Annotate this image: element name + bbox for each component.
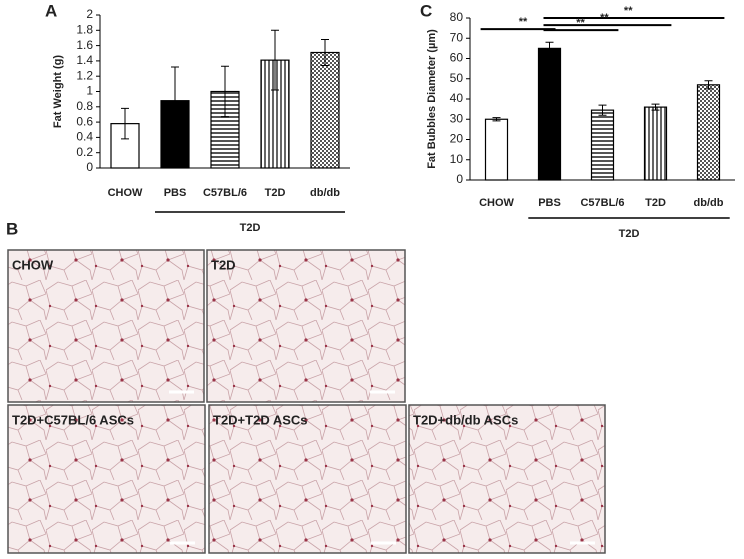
x-tick-label: CHOW	[108, 187, 143, 199]
y-tick-label: 60	[450, 51, 464, 65]
micrograph	[7, 404, 206, 554]
micrograph-label: T2D+db/db ASCs	[413, 412, 518, 427]
micrograph-label: T2D+T2D ASCs	[213, 412, 308, 427]
bar	[310, 51, 340, 169]
error-bar	[171, 66, 179, 135]
y-tick-label: 30	[450, 111, 464, 125]
micrograph	[206, 249, 406, 403]
error-bar	[321, 38, 329, 66]
significance-label: **	[576, 17, 585, 29]
micrograph	[7, 249, 205, 403]
x-tick-label: T2D	[645, 197, 666, 209]
y-tick-label: 1.8	[76, 22, 93, 36]
x-tick-label: PBS	[164, 187, 187, 199]
x-tick-label: T2D	[265, 187, 286, 199]
x-tick-label: db/db	[310, 187, 340, 199]
y-tick-label: 0.6	[76, 114, 93, 128]
micrograph	[408, 404, 606, 554]
y-tick-label: 0.8	[76, 99, 93, 113]
panel-label: C	[420, 1, 432, 20]
micrograph-label: T2D	[211, 257, 236, 272]
y-axis-label: Fat Bubbles Diameter (µm)	[426, 29, 438, 169]
bar	[590, 109, 615, 181]
y-axis-label: Fat Weight (g)	[52, 55, 64, 128]
error-bar	[271, 29, 279, 91]
x-tick-label: C57BL/6	[580, 197, 624, 209]
y-tick-label: 1.2	[76, 68, 93, 82]
group-label: T2D	[619, 228, 640, 240]
panel-label: A	[45, 1, 57, 20]
y-tick-label: 1.6	[76, 38, 93, 52]
error-bar	[492, 117, 501, 122]
error-bar	[651, 103, 660, 111]
bar	[484, 118, 509, 181]
bar	[110, 123, 140, 169]
bar	[696, 84, 721, 181]
y-tick-label: 2	[86, 7, 93, 21]
x-tick-label: db/db	[694, 197, 724, 209]
x-tick-label: PBS	[538, 197, 561, 209]
micrograph-label: CHOW	[12, 257, 54, 272]
micrograph-label: T2D+C57BL/6 ASCs	[12, 412, 134, 427]
error-bar	[598, 104, 607, 116]
micrograph	[208, 404, 407, 554]
y-tick-label: 10	[450, 152, 464, 166]
error-bar	[221, 65, 229, 118]
bar	[643, 106, 668, 181]
y-tick-label: 70	[450, 30, 464, 44]
y-tick-label: 0.2	[76, 145, 93, 159]
x-tick-label: C57BL/6	[203, 187, 247, 199]
significance-label: **	[624, 5, 633, 17]
y-tick-label: 0	[456, 172, 463, 186]
error-bar	[121, 107, 129, 140]
significance-label: **	[600, 12, 609, 24]
panel-label: B	[6, 219, 18, 238]
y-tick-label: 1	[86, 84, 93, 98]
bar	[537, 47, 562, 181]
error-bar	[545, 41, 554, 55]
group-label: T2D	[240, 222, 261, 234]
significance-label: **	[519, 16, 528, 28]
x-tick-label: CHOW	[479, 197, 514, 209]
y-tick-label: 1.4	[76, 53, 93, 67]
y-tick-label: 40	[450, 91, 464, 105]
y-tick-label: 20	[450, 132, 464, 146]
y-tick-label: 50	[450, 71, 464, 85]
y-tick-label: 0.4	[76, 130, 93, 144]
y-tick-label: 80	[450, 10, 464, 24]
error-bar	[704, 80, 713, 90]
y-tick-label: 0	[86, 160, 93, 174]
